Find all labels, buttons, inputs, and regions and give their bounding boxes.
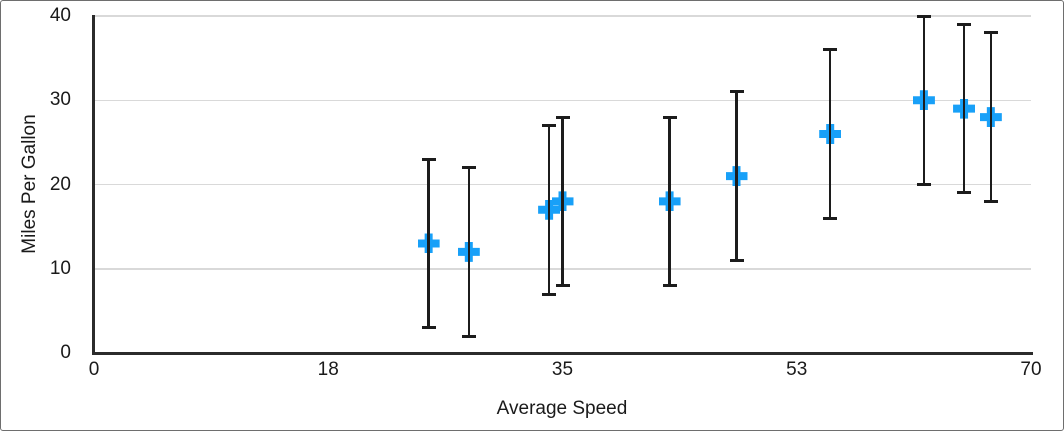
error-bar — [922, 16, 926, 185]
x-tick-label: 53 — [786, 359, 808, 380]
error-bar — [668, 117, 671, 286]
y-tick-label: 10 — [49, 257, 71, 279]
error-bar-cap — [983, 31, 998, 35]
error-bar-cap — [729, 90, 744, 94]
error-bar — [427, 159, 430, 328]
error-bar-cap — [729, 258, 744, 262]
error-bar-cap — [957, 191, 972, 195]
x-axis-line — [92, 352, 1033, 355]
y-axis-line — [92, 15, 95, 355]
error-bar-cap — [421, 326, 436, 330]
x-tick-label: 70 — [1020, 359, 1042, 380]
y-tick-label: 40 — [49, 5, 71, 26]
error-bar — [989, 32, 993, 202]
error-bar-cap — [461, 334, 476, 338]
y-tick-label: 0 — [60, 342, 71, 363]
error-bar-cap — [957, 22, 972, 26]
error-bar-cap — [461, 166, 476, 170]
x-tick-label: 18 — [317, 359, 339, 380]
error-bar-cap — [555, 284, 570, 288]
y-tick-label: 20 — [49, 173, 71, 195]
x-tick-label: 0 — [88, 359, 100, 380]
error-bar-cap — [555, 115, 570, 119]
error-bar-cap — [823, 48, 838, 52]
error-bar-cap — [916, 183, 931, 186]
error-bar-cap — [916, 14, 931, 18]
error-bar-cap — [662, 284, 677, 288]
x-tick-label: 35 — [551, 359, 574, 380]
error-bar — [467, 167, 471, 337]
y-tick-label: 30 — [49, 89, 71, 111]
error-bar-cap — [662, 115, 677, 119]
error-bar — [735, 91, 738, 261]
error-bar-cap — [421, 157, 436, 161]
error-bar-cap — [983, 199, 998, 203]
x-axis-title: Average Speed — [496, 398, 628, 419]
error-bar-cap — [542, 124, 557, 128]
error-bar — [962, 24, 966, 193]
error-bar-cap — [823, 216, 838, 220]
error-bar-cap — [542, 292, 557, 296]
error-bar — [828, 49, 832, 219]
error-bar — [547, 125, 551, 295]
gridline — [94, 15, 1031, 17]
error-bar — [561, 117, 564, 286]
gridline — [94, 99, 1031, 101]
